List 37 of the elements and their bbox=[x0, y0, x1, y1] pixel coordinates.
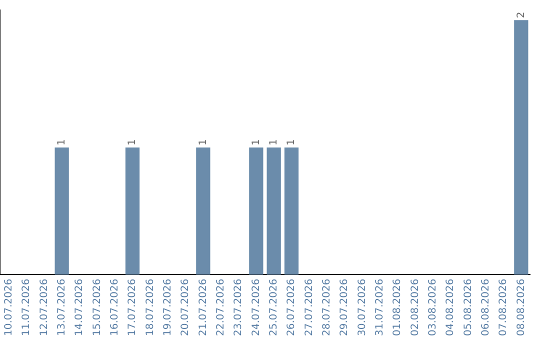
x-tick-label: 30.07.2026 bbox=[356, 278, 368, 336]
x-tick-label: 26.07.2026 bbox=[286, 278, 298, 336]
x-tick-label: 08.08.2026 bbox=[516, 278, 527, 336]
data-label: 1 bbox=[56, 139, 68, 146]
x-tick-label: 15.07.2026 bbox=[92, 278, 103, 336]
x-tick-label: 04.08.2026 bbox=[445, 278, 456, 336]
x-tick-label: 06.08.2026 bbox=[480, 278, 492, 336]
data-label: 1 bbox=[127, 139, 138, 146]
x-tick-label: 20.07.2026 bbox=[180, 278, 192, 336]
x-tick-label: 11.07.2026 bbox=[21, 278, 32, 336]
x-tick-label: 03.08.2026 bbox=[427, 278, 438, 336]
x-tick-label: 12.07.2026 bbox=[38, 278, 50, 336]
data-label: 1 bbox=[268, 139, 280, 146]
x-tick-label: 28.07.2026 bbox=[321, 278, 332, 336]
x-tick-label: 22.07.2026 bbox=[215, 278, 226, 336]
x-tick-label: 24.07.2026 bbox=[250, 278, 262, 336]
x-tick-label: 29.07.2026 bbox=[339, 278, 350, 336]
x-tick-label: 23.07.2026 bbox=[233, 278, 244, 336]
x-tick-label: 18.07.2026 bbox=[144, 278, 156, 336]
data-label: 1 bbox=[286, 139, 298, 146]
x-tick-label: 16.07.2026 bbox=[109, 278, 120, 336]
x-tick-label: 21.07.2026 bbox=[198, 278, 209, 336]
x-tick-label: 19.07.2026 bbox=[162, 278, 174, 336]
x-tick-label: 17.07.2026 bbox=[127, 278, 138, 336]
x-tick-label: 05.08.2026 bbox=[462, 278, 474, 336]
data-label: 1 bbox=[250, 139, 262, 146]
x-tick-label: 07.08.2026 bbox=[498, 278, 510, 336]
data-label: 1 bbox=[198, 139, 209, 146]
x-tick-label: 25.07.2026 bbox=[268, 278, 280, 336]
data-label: 2 bbox=[516, 12, 527, 18]
x-tick-label: 02.08.2026 bbox=[410, 278, 421, 336]
x-tick-label: 13.07.2026 bbox=[56, 278, 68, 336]
x-tick-label: 10.07.2026 bbox=[3, 278, 14, 336]
x-tick-label: 31.07.2026 bbox=[374, 278, 386, 336]
x-tick-label: 01.08.2026 bbox=[392, 278, 404, 336]
x-tick-label: 14.07.2026 bbox=[74, 278, 86, 336]
x-tick-label: 27.07.2026 bbox=[304, 278, 315, 336]
